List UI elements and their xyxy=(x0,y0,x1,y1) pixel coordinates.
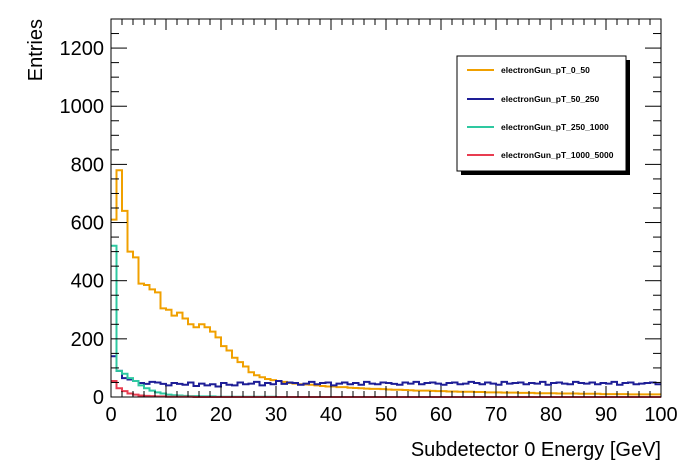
series-line-2 xyxy=(111,355,661,388)
legend-label: electronGun_pT_250_1000 xyxy=(501,122,609,132)
x-tick-label: 30 xyxy=(265,404,287,426)
x-tick-label: 40 xyxy=(320,404,342,426)
y-tick-label: 1200 xyxy=(60,38,105,60)
x-tick-label: 10 xyxy=(155,404,177,426)
y-tick-label: 200 xyxy=(71,329,104,351)
y-tick-label: 1000 xyxy=(60,96,105,118)
legend-label: electronGun_pT_1000_5000 xyxy=(501,150,614,160)
y-axis-ticks: 0 200 400 600 800 1000 1200 xyxy=(60,18,661,409)
legend-label: electronGun_pT_50_250 xyxy=(501,94,600,104)
x-axis-label: Subdetector 0 Energy [GeV] xyxy=(411,439,661,461)
y-axis-label: Entries xyxy=(25,19,47,81)
series-line-1 xyxy=(111,169,661,396)
x-tick-label: 80 xyxy=(540,404,562,426)
legend-label: electronGun_pT_0_50 xyxy=(501,65,590,75)
x-tick-label: 20 xyxy=(210,404,232,426)
y-tick-label: 400 xyxy=(71,271,104,293)
y-tick-label: 600 xyxy=(71,213,104,235)
x-tick-label: 70 xyxy=(485,404,507,426)
x-tick-label: 50 xyxy=(375,404,397,426)
x-tick-label: 0 xyxy=(105,404,116,426)
legend-entries: electronGun_pT_0_50 electronGun_pT_50_250… xyxy=(467,65,614,160)
legend: electronGun_pT_0_50 electronGun_pT_50_250… xyxy=(456,55,630,175)
x-tick-label: 100 xyxy=(644,404,677,426)
x-tick-label: 90 xyxy=(595,404,617,426)
y-tick-label: 0 xyxy=(93,387,104,409)
x-axis-ticks: 0 10 20 30 40 50 60 70 80 90 100 xyxy=(105,19,678,426)
x-tick-label: 60 xyxy=(430,404,452,426)
legend-box xyxy=(456,55,627,172)
y-tick-label: 800 xyxy=(71,154,104,176)
